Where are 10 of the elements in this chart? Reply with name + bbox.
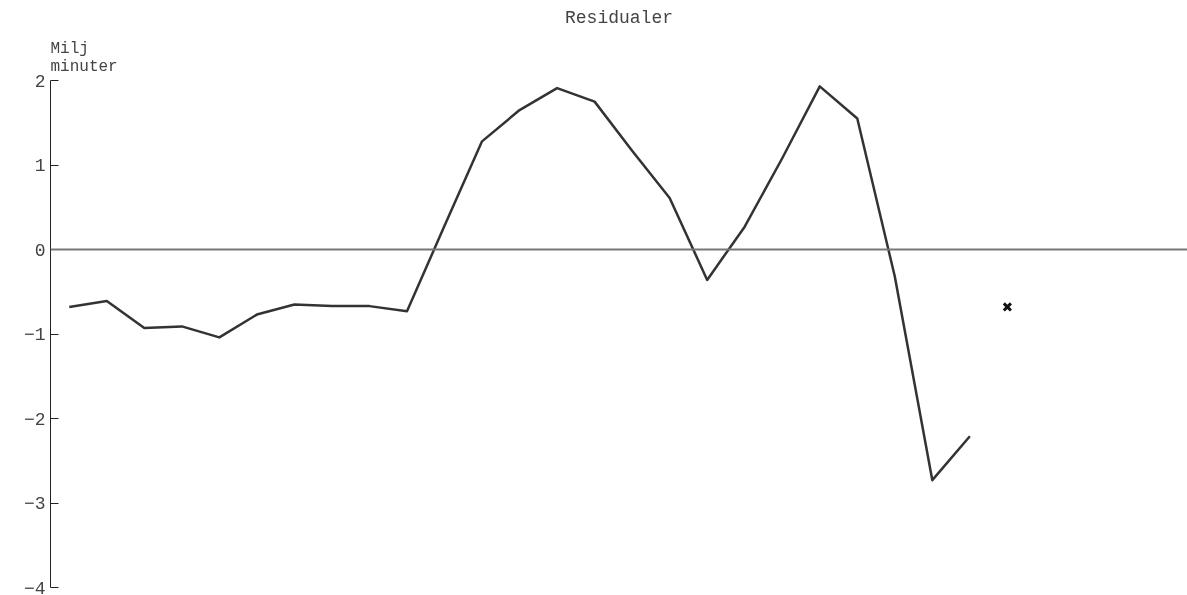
line-series — [68, 85, 972, 482]
y-tick-label: −4 — [23, 578, 46, 595]
y-tick-label: −1 — [23, 325, 46, 345]
y-axis-title: Milj minuter — [50, 39, 118, 76]
y-tick-label: −3 — [23, 494, 46, 514]
y-tick-label: 0 — [34, 240, 46, 261]
y-tick-label: 1 — [34, 156, 46, 176]
chart-title: Residualer — [564, 7, 674, 28]
y-tick-label: 2 — [34, 71, 46, 92]
y-tick-label: −2 — [23, 409, 46, 430]
